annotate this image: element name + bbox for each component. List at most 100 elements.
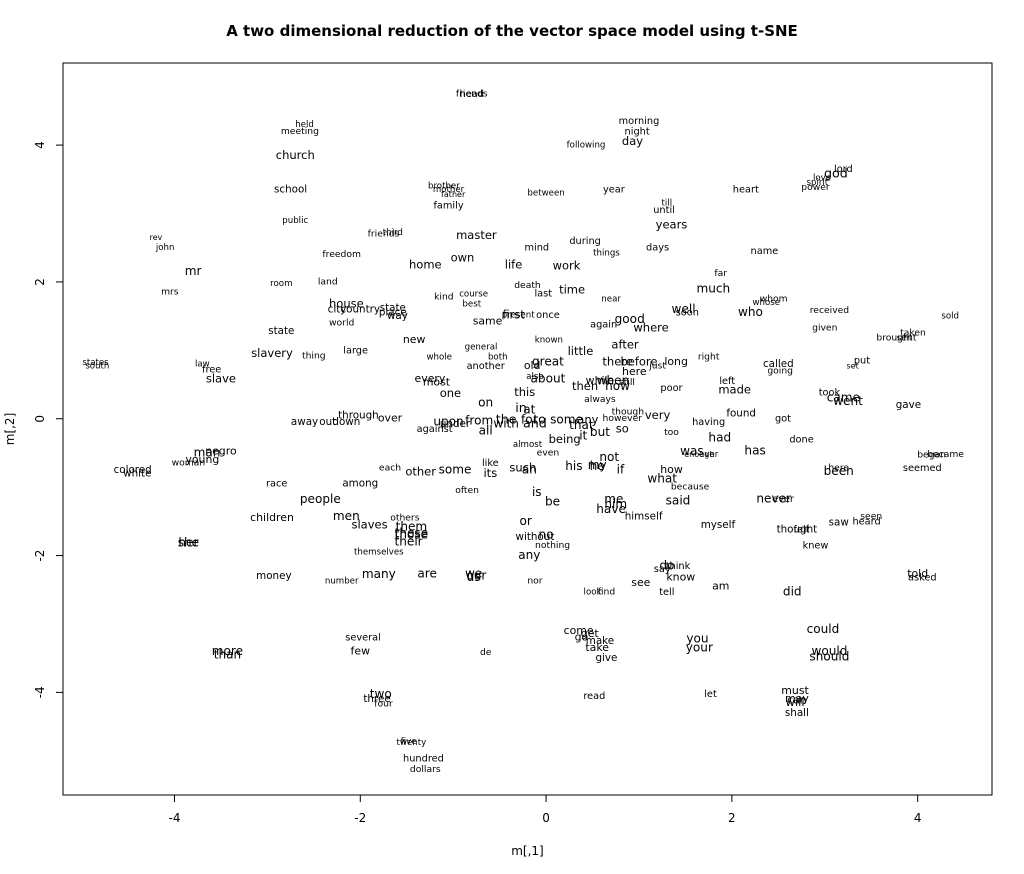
- word-point: the: [496, 412, 517, 427]
- word-point: their: [395, 534, 423, 548]
- word-point: never: [756, 491, 791, 505]
- word-point: still: [619, 377, 635, 388]
- word-point: death: [514, 280, 541, 291]
- word-point: soon: [676, 308, 699, 319]
- word-point: put: [854, 356, 870, 367]
- word-point: work: [553, 259, 581, 273]
- word-point: often: [455, 485, 479, 496]
- word-point: brother: [428, 182, 460, 192]
- plot-frame: [62, 62, 993, 796]
- word-point: had: [708, 430, 731, 444]
- y-tick-label: 4: [33, 141, 47, 149]
- word-point: things: [593, 249, 620, 259]
- word-point: public: [282, 216, 308, 226]
- word-point: some: [550, 413, 583, 427]
- word-point: so: [616, 422, 629, 436]
- word-point: said: [666, 493, 691, 507]
- word-point: how: [605, 379, 630, 393]
- word-point: see: [631, 576, 650, 589]
- word-point: he: [590, 459, 605, 473]
- word-point: was: [680, 444, 704, 458]
- x-tick-label: 2: [728, 811, 736, 825]
- word-point: make: [586, 635, 614, 647]
- word-point: read: [583, 691, 605, 702]
- word-point: both: [488, 353, 508, 363]
- word-point: having: [692, 417, 725, 428]
- word-point: long: [664, 355, 688, 368]
- word-point: right: [698, 352, 720, 363]
- word-point: almost: [513, 440, 543, 450]
- word-point: father: [441, 190, 466, 199]
- x-tick-label: -2: [354, 811, 366, 825]
- word-point: seemed: [903, 463, 942, 474]
- word-point: own: [451, 250, 475, 264]
- word-point: being: [549, 432, 581, 446]
- word-point: master: [456, 228, 497, 242]
- word-point: find: [598, 586, 615, 597]
- word-point: set: [846, 362, 858, 371]
- word-point: known: [535, 336, 563, 346]
- word-point: be: [545, 495, 560, 509]
- word-point: my: [588, 458, 607, 472]
- word-point: us: [467, 570, 481, 584]
- word-point: over: [378, 412, 403, 425]
- word-point: this: [514, 385, 535, 399]
- word-point: think: [666, 561, 691, 572]
- word-point: nor: [527, 575, 542, 586]
- word-point: third: [383, 228, 403, 238]
- word-point: some: [439, 463, 472, 477]
- word-point: always: [584, 394, 616, 405]
- word-point: upon: [433, 415, 463, 429]
- word-point: sent: [897, 333, 917, 344]
- word-point: three: [363, 693, 390, 705]
- word-point: nothing: [535, 540, 570, 551]
- word-point: ever: [772, 494, 795, 505]
- word-point: city: [328, 303, 347, 315]
- word-point: began: [917, 449, 946, 460]
- word-point: such: [509, 460, 536, 474]
- word-point: at: [523, 402, 535, 416]
- word-point: well: [672, 302, 696, 316]
- word-point: like: [482, 458, 499, 469]
- word-point: came: [827, 391, 860, 405]
- word-point: another: [467, 361, 506, 372]
- word-point: though: [612, 406, 645, 417]
- word-point: against: [417, 424, 453, 435]
- word-point: slaves: [352, 517, 388, 531]
- word-point: friends: [456, 88, 488, 99]
- word-point: if: [617, 463, 625, 477]
- word-point: colored: [114, 464, 152, 476]
- word-point: here: [622, 365, 647, 378]
- word-point: number: [325, 576, 359, 586]
- word-point: your: [686, 640, 713, 654]
- word-point: shall: [785, 707, 809, 719]
- word-point: come: [564, 624, 594, 637]
- word-point: church: [276, 148, 315, 162]
- word-point: great: [532, 354, 564, 368]
- word-point: slavery: [251, 346, 293, 360]
- word-point: far: [714, 268, 727, 279]
- word-point: also: [526, 372, 543, 382]
- word-point: am: [712, 579, 729, 592]
- word-point: left: [719, 376, 735, 387]
- word-point: held: [295, 120, 314, 130]
- word-point: way: [387, 310, 408, 322]
- word-point: are: [417, 567, 437, 581]
- word-point: brought: [876, 333, 913, 344]
- word-point: when: [597, 374, 630, 388]
- word-point: white: [123, 467, 151, 479]
- word-point: then: [572, 379, 598, 393]
- word-point: again: [590, 319, 617, 330]
- word-point: thing: [302, 350, 326, 361]
- word-labels: friendsheadheldmeetingmorningnightdayfol…: [82, 88, 964, 775]
- word-point: there: [602, 354, 632, 368]
- word-point: too: [664, 427, 679, 438]
- word-point: men: [333, 509, 360, 523]
- word-point: myself: [701, 519, 736, 531]
- word-point: very: [645, 408, 671, 422]
- word-point: to: [533, 412, 546, 427]
- word-point: sold: [941, 312, 959, 322]
- word-point: several: [345, 633, 381, 644]
- word-point: much: [696, 281, 730, 295]
